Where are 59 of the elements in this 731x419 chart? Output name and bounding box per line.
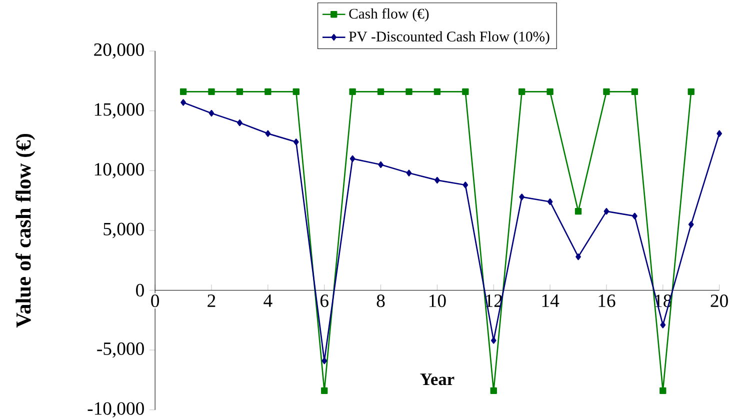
point <box>716 130 722 137</box>
point <box>406 170 412 176</box>
point <box>490 337 496 344</box>
point <box>660 387 666 394</box>
point <box>688 88 694 96</box>
y-tick-label: 5,000 <box>104 222 144 238</box>
y-tick-label: 20,000 <box>94 43 144 59</box>
point <box>576 253 581 260</box>
point <box>660 322 666 328</box>
x-tick-label: 16 <box>598 294 616 308</box>
point <box>603 88 610 96</box>
point <box>264 88 272 96</box>
point <box>378 161 384 168</box>
y-tick-label: 0 <box>136 284 144 297</box>
point <box>546 88 554 96</box>
point <box>434 88 441 96</box>
point <box>631 88 638 96</box>
legend-label: Cash flow (€) <box>349 8 429 22</box>
point <box>519 194 525 200</box>
x-tick-label: 10 <box>429 294 446 308</box>
x-tick-label: 20 <box>710 294 728 308</box>
point <box>574 208 582 215</box>
point <box>604 208 610 215</box>
point <box>292 88 300 96</box>
point <box>237 120 242 126</box>
x-tick-label: 0 <box>151 294 160 308</box>
x-axis-title: Year <box>420 374 454 386</box>
point <box>236 88 244 96</box>
point <box>547 198 553 206</box>
point <box>208 110 214 117</box>
point <box>321 387 328 394</box>
y-tick-label: -10,000 <box>88 402 144 418</box>
point <box>350 155 356 162</box>
point <box>632 212 638 220</box>
x-tick-label: 8 <box>376 294 385 308</box>
point <box>688 221 694 228</box>
x-tick-label: 6 <box>320 294 328 308</box>
x-tick-label: 2 <box>208 294 216 307</box>
point <box>490 387 497 394</box>
legend-label: PV -Discounted Cash Flow (10%) <box>349 31 550 45</box>
point <box>180 88 187 96</box>
point <box>349 88 356 96</box>
point <box>462 88 469 96</box>
point <box>265 130 271 137</box>
y-tick-label: 15,000 <box>94 103 144 119</box>
point <box>208 88 215 96</box>
x-tick-label: 14 <box>542 294 560 307</box>
point <box>322 358 328 364</box>
point <box>434 176 440 184</box>
point <box>462 182 468 188</box>
point <box>180 99 186 106</box>
point <box>518 88 526 96</box>
y-tick-label: 10,000 <box>94 163 144 178</box>
x-tick-label: 4 <box>264 294 272 307</box>
point <box>293 138 299 146</box>
point <box>406 88 412 96</box>
point <box>377 88 384 96</box>
y-axis-title: Value of cash flow (€) <box>16 134 36 328</box>
y-tick-label: -5,000 <box>97 342 144 358</box>
